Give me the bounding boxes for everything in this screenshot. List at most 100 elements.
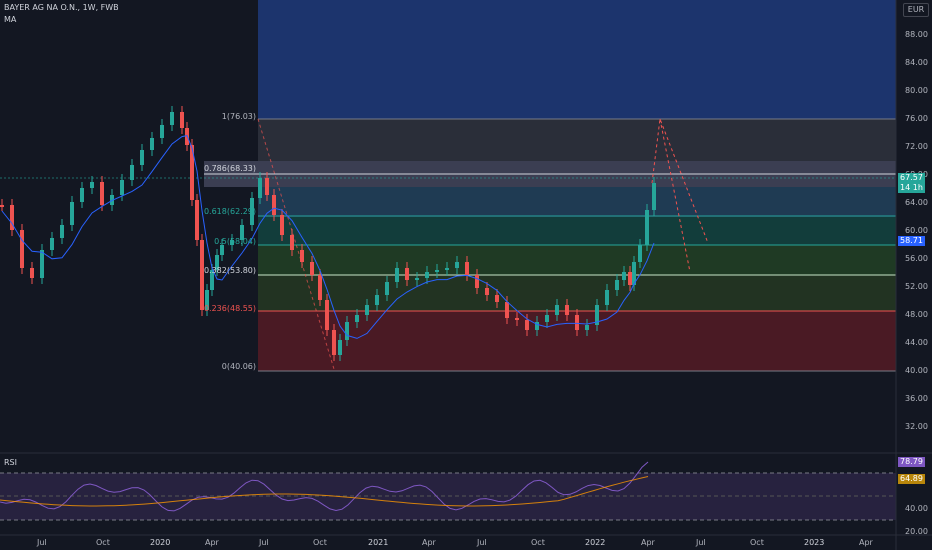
time-tick-label: Jul bbox=[37, 538, 47, 547]
time-tick-label: Oct bbox=[531, 538, 545, 547]
fib-level-label: 0.618(62.29) bbox=[203, 207, 256, 216]
candle-body bbox=[632, 262, 636, 285]
time-tick-label: Oct bbox=[750, 538, 764, 547]
date-range-highlight bbox=[258, 0, 896, 120]
candle-body bbox=[365, 305, 369, 315]
candle-body bbox=[80, 188, 84, 202]
price-tick-label: 88.00 bbox=[905, 30, 928, 39]
time-tick-label: Jul bbox=[696, 538, 706, 547]
rsi-value-badge: 78.79 bbox=[898, 457, 925, 467]
candle-body bbox=[585, 325, 589, 330]
candle-body bbox=[465, 262, 469, 275]
time-tick-label: Jul bbox=[259, 538, 269, 547]
ma-value-badge: 58.71 bbox=[898, 236, 925, 246]
candle-body bbox=[0, 205, 4, 207]
candle-body bbox=[332, 330, 336, 355]
candle-body bbox=[100, 182, 104, 205]
candle-body bbox=[425, 272, 429, 278]
candle-body bbox=[525, 320, 529, 330]
price-tick-label: 76.00 bbox=[905, 114, 928, 123]
candle-body bbox=[375, 295, 379, 305]
candle-body bbox=[405, 268, 409, 280]
candle-body bbox=[318, 275, 322, 300]
candle-body bbox=[20, 230, 24, 268]
fib-level-label: 1(76.03) bbox=[221, 112, 256, 121]
time-tick-label: Apr bbox=[422, 538, 436, 547]
price-tick-label: 64.00 bbox=[905, 198, 928, 207]
rsi-ma-badge: 64.89 bbox=[898, 474, 925, 484]
price-tick-label: 52.00 bbox=[905, 282, 928, 291]
candle-body bbox=[200, 240, 204, 310]
price-tick-label: 40.00 bbox=[905, 366, 928, 375]
candle-body bbox=[70, 202, 74, 225]
rsi-tick-label: 20.00 bbox=[905, 527, 928, 536]
candle-body bbox=[575, 315, 579, 330]
candle-body bbox=[170, 112, 174, 125]
symbol-title[interactable]: BAYER AG NA O.N., 1W, FWB bbox=[4, 3, 119, 12]
candle-body bbox=[280, 215, 284, 235]
time-tick-label: 2023 bbox=[804, 538, 825, 547]
fib-level-label: 0.382(53.80) bbox=[203, 266, 256, 275]
candle-body bbox=[160, 125, 164, 138]
fib-level-label: 0.5(58.04) bbox=[214, 237, 256, 246]
time-tick-label: Oct bbox=[313, 538, 327, 547]
currency-label[interactable]: EUR bbox=[903, 3, 929, 17]
price-tick-label: 32.00 bbox=[905, 422, 928, 431]
candle-body bbox=[615, 280, 619, 290]
candle-body bbox=[230, 240, 234, 245]
fib-zone-0618 bbox=[258, 187, 896, 217]
candle-body bbox=[652, 183, 656, 210]
candle-body bbox=[515, 318, 519, 320]
price-tick-label: 72.00 bbox=[905, 142, 928, 151]
candle-body bbox=[220, 245, 224, 255]
candle-body bbox=[545, 315, 549, 322]
candle-body bbox=[120, 180, 124, 195]
candle-body bbox=[638, 245, 642, 262]
candle-body bbox=[535, 322, 539, 330]
candle-body bbox=[258, 178, 262, 198]
candle-body bbox=[30, 268, 34, 278]
fib-zone-1 bbox=[258, 119, 896, 161]
rsi-line bbox=[0, 461, 649, 512]
candle-body bbox=[190, 145, 194, 200]
candle-body bbox=[435, 270, 439, 272]
price-tick-label: 36.00 bbox=[905, 394, 928, 403]
candle-body bbox=[150, 138, 154, 150]
candle-body bbox=[240, 225, 244, 240]
fib-zone-05 bbox=[258, 217, 896, 245]
candle-body bbox=[310, 262, 314, 275]
candle-body bbox=[325, 300, 329, 330]
candle-body bbox=[395, 268, 399, 282]
projection-path-b[interactable] bbox=[659, 118, 691, 273]
candle-body bbox=[345, 322, 349, 340]
time-tick-label: Apr bbox=[205, 538, 219, 547]
candle-body bbox=[10, 205, 14, 230]
candle-body bbox=[385, 282, 389, 295]
candle-body bbox=[338, 340, 342, 355]
price-tick-label: 80.00 bbox=[905, 86, 928, 95]
candle-body bbox=[40, 250, 44, 278]
candle-body bbox=[605, 290, 609, 305]
candle-body bbox=[415, 278, 419, 280]
countdown-badge: 14 1h bbox=[898, 183, 925, 193]
candle-body bbox=[140, 150, 144, 165]
candle-body bbox=[60, 225, 64, 238]
candle-body bbox=[455, 262, 459, 268]
fib-level-label: 0(40.06) bbox=[221, 362, 256, 371]
candle-body bbox=[210, 270, 214, 290]
candle-body bbox=[50, 238, 54, 250]
candle-body bbox=[555, 305, 559, 315]
candle-body bbox=[300, 250, 304, 262]
price-tick-label: 60.00 bbox=[905, 226, 928, 235]
fib-level-label: 0.786(68.33) bbox=[203, 164, 256, 173]
moving-average-line bbox=[1, 135, 655, 339]
candle-body bbox=[250, 198, 254, 225]
rsi-indicator-label[interactable]: RSI bbox=[4, 458, 17, 467]
ma-indicator-label[interactable]: MA bbox=[4, 15, 17, 24]
fib-trendline[interactable] bbox=[257, 118, 335, 370]
fib-zone-0382 bbox=[258, 245, 896, 275]
candle-body bbox=[645, 210, 649, 245]
candle-body bbox=[485, 288, 489, 295]
candle-body bbox=[215, 255, 219, 270]
